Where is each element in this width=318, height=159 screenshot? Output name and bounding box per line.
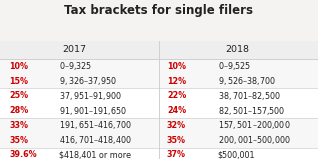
Text: 10%: 10%	[167, 62, 186, 71]
Text: $82,501–$157,500: $82,501–$157,500	[218, 105, 285, 117]
Text: $157,501–$200,000: $157,501–$200,000	[218, 119, 290, 131]
Text: 2017: 2017	[63, 45, 87, 54]
Text: 24%: 24%	[167, 106, 186, 115]
Text: $0–$9,325: $0–$9,325	[59, 60, 92, 72]
Text: $38,701–$82,500: $38,701–$82,500	[218, 90, 281, 102]
Text: 12%: 12%	[167, 76, 186, 86]
Text: 15%: 15%	[10, 76, 29, 86]
Bar	[0, 59, 318, 88]
Text: $9,326–$37,950: $9,326–$37,950	[59, 75, 117, 87]
Text: 39.6%: 39.6%	[10, 150, 37, 159]
Bar	[0, 88, 318, 118]
Text: $418,401 or more: $418,401 or more	[59, 150, 131, 159]
Text: 33%: 33%	[10, 121, 29, 130]
Text: $37,951–$91,900: $37,951–$91,900	[59, 90, 122, 102]
Text: 28%: 28%	[10, 106, 29, 115]
Text: $0–$9,525: $0–$9,525	[218, 60, 251, 72]
Bar	[0, 148, 318, 159]
Bar	[0, 41, 318, 59]
Text: Tax brackets for single filers: Tax brackets for single filers	[65, 4, 253, 17]
Bar	[0, 118, 318, 148]
Text: 32%: 32%	[167, 121, 186, 130]
Text: 10%: 10%	[10, 62, 29, 71]
Text: $9,526–$38,700: $9,526–$38,700	[218, 75, 276, 87]
Text: $191,651–$416,700: $191,651–$416,700	[59, 119, 132, 131]
Text: 22%: 22%	[167, 91, 186, 100]
Text: $500,001: $500,001	[218, 150, 255, 159]
Text: 35%: 35%	[167, 136, 186, 145]
Text: 37%: 37%	[167, 150, 186, 159]
Text: 25%: 25%	[10, 91, 29, 100]
Text: $91,901–$191,650: $91,901–$191,650	[59, 105, 127, 117]
Text: 35%: 35%	[10, 136, 29, 145]
Text: $200,001–$500,000: $200,001–$500,000	[218, 134, 291, 146]
Text: $416,701–$418,400: $416,701–$418,400	[59, 134, 132, 146]
Text: 2018: 2018	[225, 45, 249, 54]
